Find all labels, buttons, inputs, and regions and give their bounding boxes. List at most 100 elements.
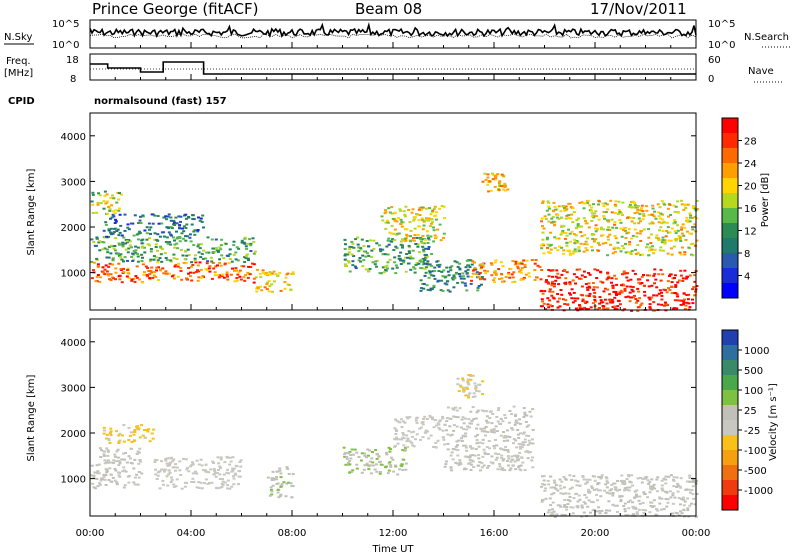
range-gate-cell bbox=[412, 430, 416, 433]
range-gate-cell bbox=[192, 481, 196, 484]
range-gate-cell bbox=[401, 449, 405, 451]
range-gate-cell bbox=[278, 467, 282, 470]
range-gate-cell bbox=[136, 450, 140, 453]
range-gate-cell bbox=[399, 240, 403, 243]
range-gate-cell bbox=[404, 270, 408, 273]
range-gate-cell bbox=[692, 481, 696, 483]
range-gate-cell bbox=[603, 308, 607, 311]
range-gate-cell bbox=[669, 496, 673, 499]
range-gate-cell bbox=[395, 430, 398, 432]
range-gate-cell bbox=[688, 274, 692, 277]
range-gate-cell bbox=[262, 271, 266, 274]
range-gate-cell bbox=[133, 429, 137, 431]
range-gate-cell bbox=[133, 458, 137, 461]
range-gate-cell bbox=[551, 220, 555, 223]
range-gate-cell bbox=[268, 273, 272, 276]
range-gate-cell bbox=[405, 416, 409, 419]
range-gate-cell bbox=[248, 273, 252, 276]
range-gate-cell bbox=[653, 487, 657, 490]
range-gate-cell bbox=[124, 248, 128, 251]
range-gate-cell bbox=[578, 305, 582, 308]
range-gate-cell bbox=[474, 417, 478, 420]
range-gate-cell bbox=[653, 272, 657, 275]
range-gate-cell bbox=[668, 273, 672, 276]
range-gate-cell bbox=[610, 483, 614, 486]
range-gate-cell bbox=[405, 434, 408, 437]
range-gate-cell bbox=[172, 483, 176, 486]
range-gate-cell bbox=[652, 215, 656, 218]
range-gate-cell bbox=[648, 491, 652, 494]
range-gate-cell bbox=[199, 458, 203, 461]
range-gate-cell bbox=[568, 283, 572, 286]
range-gate-cell bbox=[452, 286, 456, 289]
range-gate-cell bbox=[565, 508, 569, 511]
range-gate-cell bbox=[509, 268, 513, 271]
range-gate-cell bbox=[648, 306, 652, 309]
range-gate-cell bbox=[544, 280, 548, 283]
range-gate-cell bbox=[559, 210, 563, 213]
range-gate-cell bbox=[103, 247, 107, 250]
range-gate-cell bbox=[621, 273, 624, 276]
range-gate-cell bbox=[641, 253, 644, 256]
range-gate-cell bbox=[456, 281, 460, 284]
range-gate-cell bbox=[516, 459, 520, 462]
range-gate-cell bbox=[180, 278, 184, 281]
range-gate-cell bbox=[611, 300, 615, 303]
range-gate-cell bbox=[551, 513, 555, 516]
range-gate-cell bbox=[450, 469, 453, 472]
range-gate-cell bbox=[435, 424, 439, 427]
range-gate-cell bbox=[501, 420, 505, 423]
range-gate-cell bbox=[359, 459, 363, 462]
range-gate-cell bbox=[428, 225, 432, 227]
range-gate-cell bbox=[213, 469, 216, 472]
range-gate-cell bbox=[135, 425, 139, 428]
range-gate-cell bbox=[119, 224, 123, 227]
range-gate-cell bbox=[548, 497, 552, 500]
range-gate-cell bbox=[226, 484, 230, 487]
range-gate-cell bbox=[616, 480, 620, 482]
range-gate-cell bbox=[623, 502, 627, 505]
range-gate-cell bbox=[512, 454, 516, 457]
range-gate-cell bbox=[467, 383, 471, 386]
range-gate-cell bbox=[440, 270, 444, 273]
range-gate-cell bbox=[545, 238, 549, 241]
range-gate-cell bbox=[606, 288, 610, 291]
range-gate-cell bbox=[122, 440, 126, 443]
range-gate-cell bbox=[415, 417, 418, 420]
range-gate-cell bbox=[625, 478, 629, 481]
range-gate-cell bbox=[546, 246, 549, 249]
range-gate-cell bbox=[147, 270, 151, 272]
range-gate-cell bbox=[349, 454, 353, 456]
range-gate-cell bbox=[386, 267, 389, 270]
range-gate-cell bbox=[207, 471, 211, 474]
range-gate-cell bbox=[527, 424, 531, 427]
range-gate-cell bbox=[616, 241, 620, 244]
range-gate-cell bbox=[438, 207, 441, 210]
range-gate-cell bbox=[678, 485, 682, 488]
range-gate-cell bbox=[464, 284, 468, 287]
range-gate-cell bbox=[644, 509, 647, 512]
range-gate-cell bbox=[564, 277, 568, 280]
range-gate-cell bbox=[650, 213, 654, 216]
range-gate-cell bbox=[683, 251, 687, 254]
range-gate-cell bbox=[486, 173, 490, 176]
range-gate-cell bbox=[209, 468, 213, 471]
range-gate-cell bbox=[191, 264, 195, 266]
range-gate-cell bbox=[670, 285, 673, 288]
range-gate-cell bbox=[120, 458, 124, 461]
freq-left-tick-bottom: 8 bbox=[70, 74, 76, 85]
range-gate-cell bbox=[119, 243, 123, 246]
range-gate-cell bbox=[407, 244, 411, 247]
velocity-colorbar-segment bbox=[722, 375, 738, 391]
range-gate-cell bbox=[400, 438, 404, 441]
range-gate-cell bbox=[612, 482, 616, 485]
range-gate-cell bbox=[114, 469, 118, 472]
range-gate-cell bbox=[408, 257, 412, 260]
range-gate-cell bbox=[375, 470, 379, 473]
range-gate-cell bbox=[492, 429, 496, 432]
range-gate-cell bbox=[374, 449, 378, 451]
range-gate-cell bbox=[410, 239, 414, 242]
range-gate-cell bbox=[234, 267, 238, 270]
range-gate-cell bbox=[451, 458, 455, 461]
range-gate-cell bbox=[405, 233, 409, 236]
